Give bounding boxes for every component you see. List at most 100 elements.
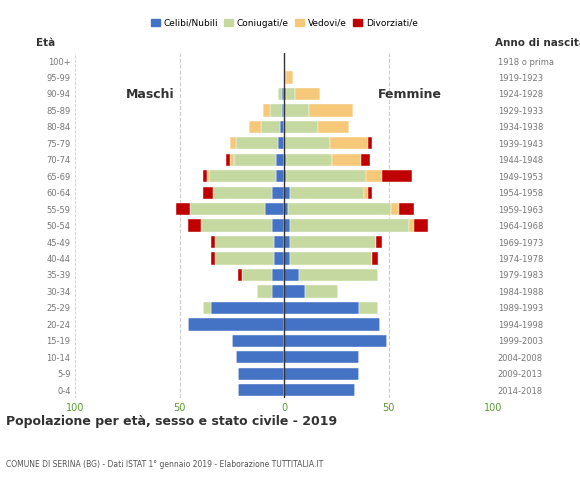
Bar: [288, 203, 391, 216]
Bar: [270, 104, 282, 117]
Bar: [278, 137, 284, 149]
Bar: [276, 170, 284, 182]
Bar: [276, 154, 284, 166]
Bar: [226, 154, 230, 166]
Bar: [287, 72, 292, 84]
Bar: [278, 88, 282, 100]
Bar: [305, 285, 339, 298]
Bar: [368, 187, 372, 199]
Bar: [176, 203, 190, 216]
Bar: [414, 219, 428, 232]
Bar: [271, 269, 284, 281]
Bar: [368, 137, 372, 149]
Bar: [190, 203, 266, 216]
Bar: [263, 104, 270, 117]
Bar: [188, 219, 201, 232]
Bar: [382, 170, 412, 182]
Bar: [284, 252, 291, 264]
Bar: [203, 187, 213, 199]
Bar: [261, 120, 280, 133]
Bar: [284, 104, 309, 117]
Bar: [284, 187, 291, 199]
Bar: [211, 252, 215, 264]
Bar: [236, 351, 284, 363]
Bar: [215, 252, 274, 264]
Bar: [238, 368, 284, 380]
Bar: [230, 137, 236, 149]
Bar: [242, 269, 271, 281]
Bar: [284, 285, 305, 298]
Text: Anno di nascita: Anno di nascita: [495, 37, 580, 48]
Bar: [211, 236, 215, 248]
Bar: [295, 88, 320, 100]
Bar: [360, 302, 378, 314]
Bar: [232, 335, 284, 347]
Legend: Celibi/Nubili, Coniugati/e, Vedovi/e, Divorziati/e: Celibi/Nubili, Coniugati/e, Vedovi/e, Di…: [151, 19, 418, 28]
Bar: [284, 368, 360, 380]
Bar: [188, 318, 284, 331]
Bar: [309, 104, 353, 117]
Bar: [284, 269, 299, 281]
Bar: [284, 72, 287, 84]
Bar: [234, 154, 276, 166]
Bar: [376, 236, 382, 248]
Bar: [364, 187, 368, 199]
Bar: [284, 120, 318, 133]
Bar: [330, 137, 368, 149]
Bar: [215, 236, 274, 248]
Bar: [284, 88, 287, 100]
Bar: [287, 154, 332, 166]
Text: Età: Età: [36, 37, 55, 48]
Bar: [284, 170, 287, 182]
Bar: [280, 120, 284, 133]
Bar: [291, 187, 364, 199]
Bar: [211, 302, 284, 314]
Bar: [236, 137, 278, 149]
Bar: [203, 170, 207, 182]
Bar: [209, 170, 276, 182]
Bar: [284, 302, 360, 314]
Bar: [284, 154, 287, 166]
Bar: [284, 219, 291, 232]
Bar: [257, 285, 271, 298]
Bar: [284, 203, 288, 216]
Bar: [282, 88, 284, 100]
Bar: [271, 219, 284, 232]
Bar: [271, 187, 284, 199]
Bar: [287, 88, 295, 100]
Bar: [365, 170, 382, 182]
Bar: [284, 335, 386, 347]
Bar: [284, 137, 330, 149]
Bar: [318, 120, 349, 133]
Text: Maschi: Maschi: [126, 88, 175, 101]
Bar: [207, 170, 209, 182]
Bar: [282, 104, 284, 117]
Bar: [230, 154, 234, 166]
Bar: [274, 252, 284, 264]
Bar: [361, 154, 370, 166]
Bar: [284, 384, 355, 396]
Bar: [238, 384, 284, 396]
Bar: [249, 120, 261, 133]
Bar: [284, 318, 380, 331]
Bar: [291, 252, 372, 264]
Text: COMUNE DI SERINA (BG) - Dati ISTAT 1° gennaio 2019 - Elaborazione TUTTITALIA.IT: COMUNE DI SERINA (BG) - Dati ISTAT 1° ge…: [6, 459, 323, 468]
Bar: [299, 269, 378, 281]
Bar: [399, 203, 414, 216]
Bar: [274, 236, 284, 248]
Text: Popolazione per età, sesso e stato civile - 2019: Popolazione per età, sesso e stato civil…: [6, 415, 337, 428]
Text: Femmine: Femmine: [378, 88, 441, 101]
Bar: [372, 252, 378, 264]
Bar: [284, 351, 360, 363]
Bar: [213, 187, 271, 199]
Bar: [291, 219, 409, 232]
Bar: [238, 269, 242, 281]
Bar: [284, 236, 291, 248]
Bar: [203, 302, 211, 314]
Bar: [287, 170, 365, 182]
Bar: [266, 203, 284, 216]
Bar: [201, 219, 271, 232]
Bar: [291, 236, 376, 248]
Bar: [409, 219, 414, 232]
Bar: [332, 154, 361, 166]
